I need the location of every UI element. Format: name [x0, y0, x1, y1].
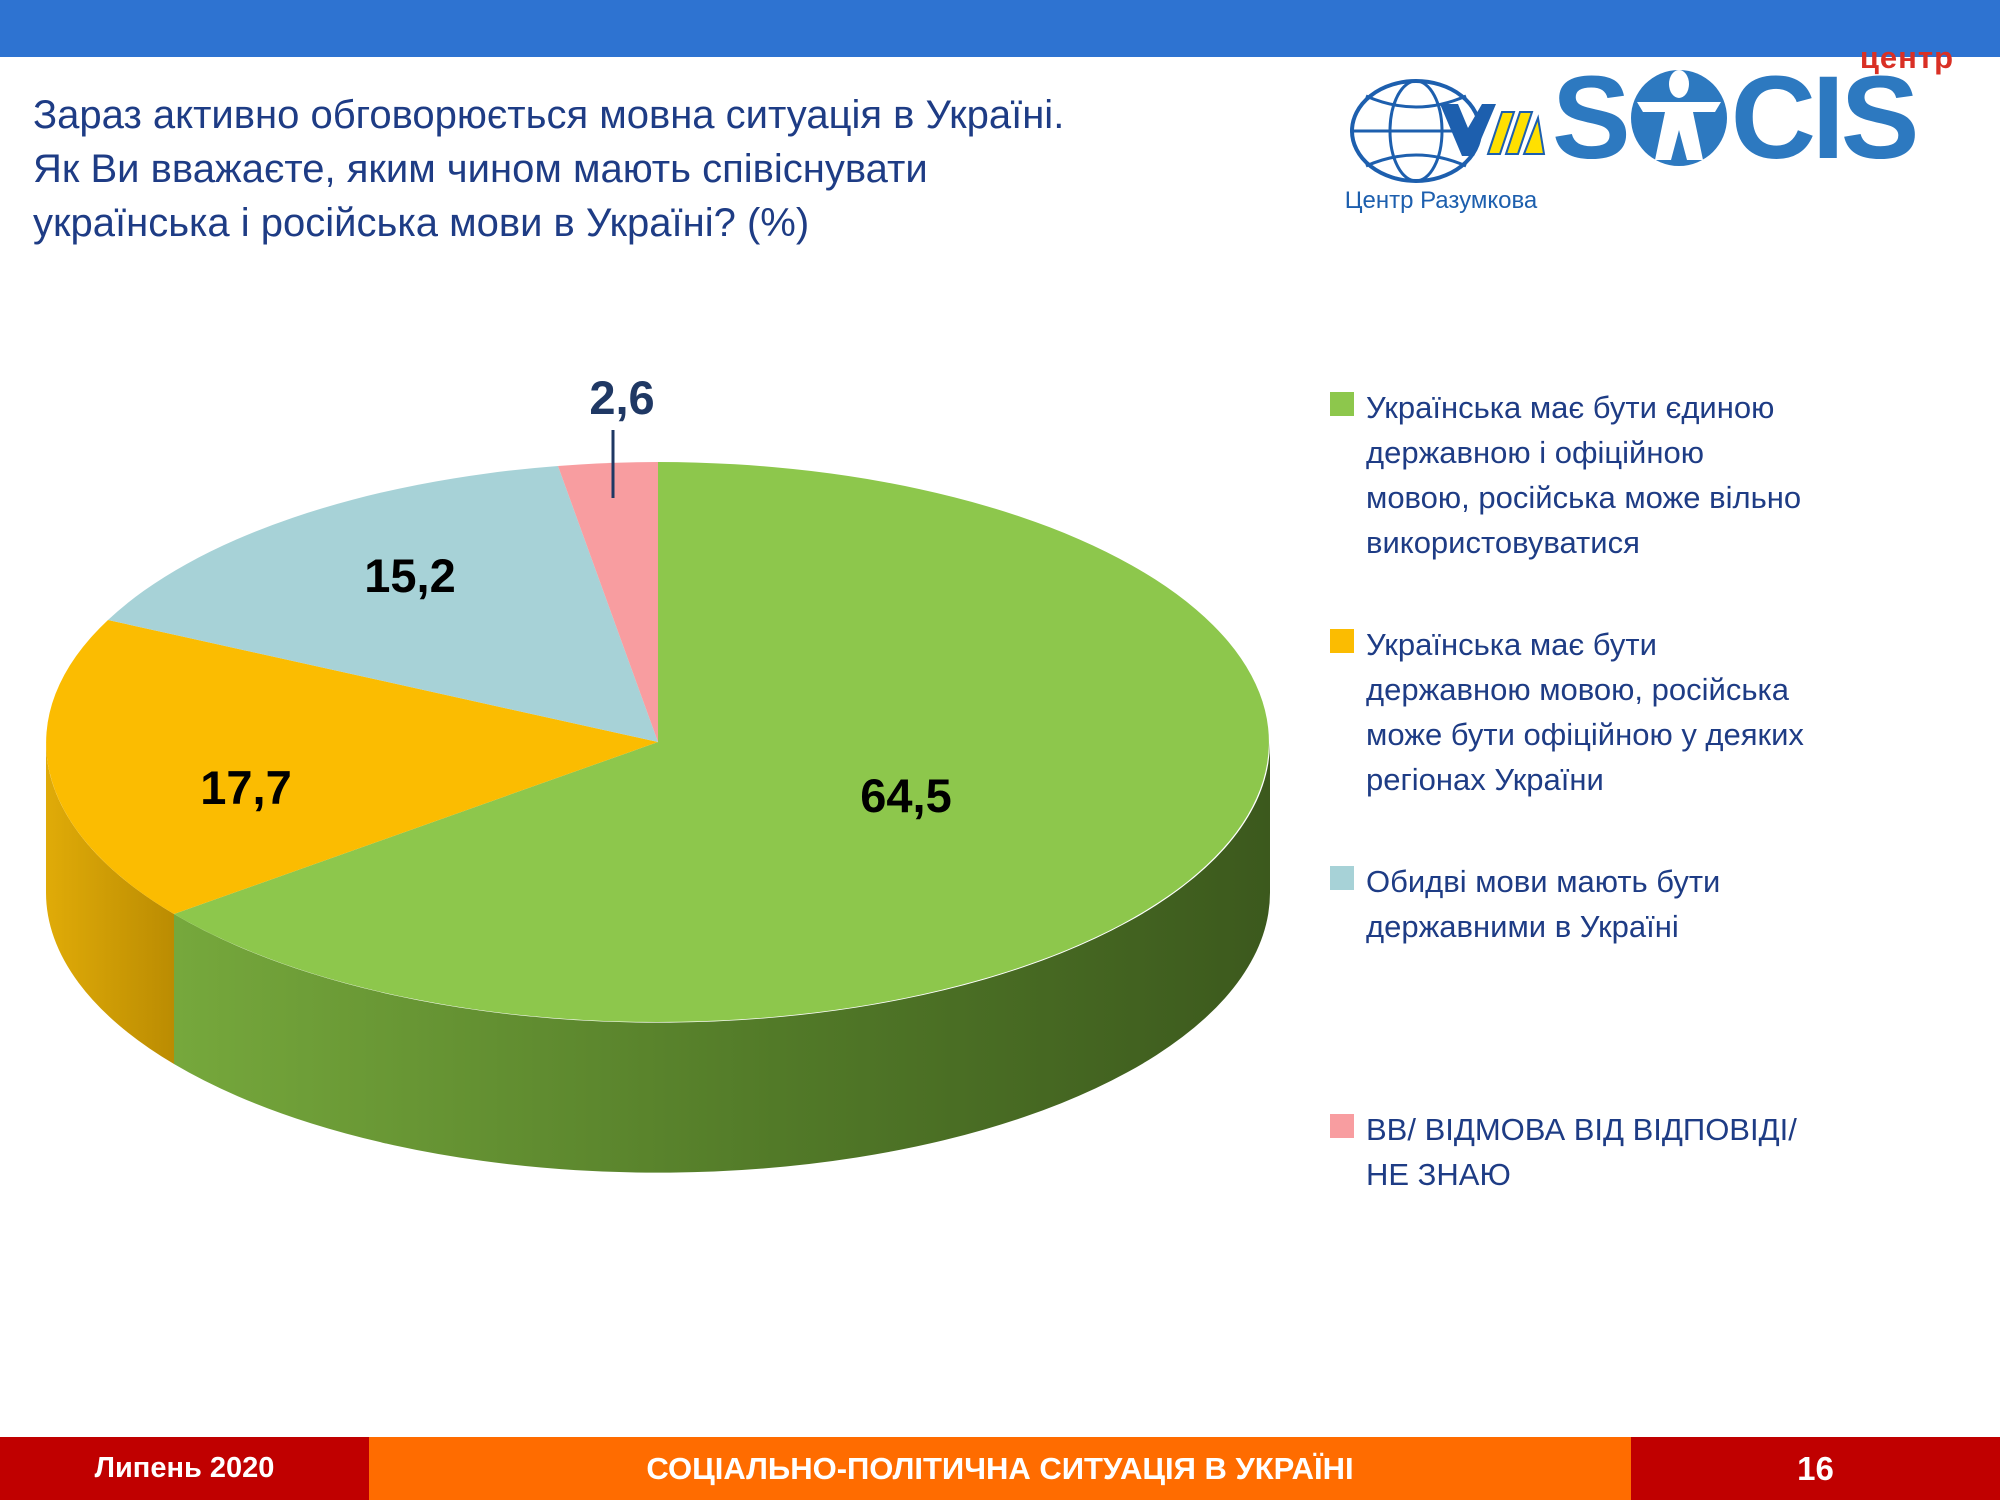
- legend-marker-green: [1330, 392, 1354, 416]
- page-title: Зараз активно обговорюється мовна ситуац…: [33, 93, 1065, 245]
- legend-label: Обидві мови мають бути державними в Укра…: [1366, 864, 1721, 944]
- pie-slice-orange-side: [45, 742, 174, 1064]
- razumkov-logo: Центр Разумкова: [1336, 74, 1546, 224]
- legend-item: Обидві мови мають бути державними в Укра…: [1330, 859, 1970, 949]
- legend-marker-pink: [1330, 1114, 1354, 1138]
- pie-slice-both-state: [108, 466, 658, 742]
- pie-slice-no-answer: [558, 462, 658, 742]
- pie-label-green: 64,5: [860, 769, 951, 822]
- pie-label-blue: 15,2: [364, 549, 455, 602]
- legend-label: Українська має бути державною мовою, рос…: [1366, 627, 1804, 797]
- footer-title: СОЦІАЛЬНО-ПОЛІТИЧНА СИТУАЦІЯ В УКРАЇНІ: [369, 1437, 1631, 1500]
- footer-page-number: 16: [1631, 1437, 2000, 1500]
- legend-item: Українська має бути державною мовою, рос…: [1330, 622, 1970, 802]
- legend-item: ВВ/ ВІДМОВА ВІД ВІДПОВІДІ/ НЕ ЗНАЮ: [1330, 1107, 1970, 1197]
- pie-slice-ukrainian-only: [174, 462, 1269, 1022]
- legend-label: Українська має бути єдиною державною і о…: [1366, 390, 1802, 560]
- pie-slice-russian-regional: [46, 620, 659, 914]
- pie-slice-green-side: [174, 742, 1271, 1173]
- socis-logo: центр S CIS: [1552, 40, 1962, 200]
- socis-wordmark: S CIS: [1552, 52, 1920, 184]
- legend-item: Українська має бути єдиною державною і о…: [1330, 385, 1970, 565]
- razumkov-mark-icon: [1440, 104, 1546, 156]
- pie-label-orange: 17,7: [200, 761, 291, 814]
- footer-date: Липень 2020: [0, 1437, 369, 1500]
- legend-label: ВВ/ ВІДМОВА ВІД ВІДПОВІДІ/ НЕ ЗНАЮ: [1366, 1112, 1797, 1192]
- pie-label-pink: 2,6: [589, 371, 654, 424]
- socis-wordmark-left: S: [1552, 52, 1631, 184]
- top-bar: [0, 0, 2000, 57]
- legend-marker-orange: [1330, 629, 1354, 653]
- razumkov-caption: Центр Разумкова: [1344, 187, 1538, 214]
- socis-wordmark-right: CIS: [1730, 52, 1920, 184]
- socis-tagline: центр: [1859, 40, 1954, 75]
- socis-man-icon: [1630, 70, 1727, 166]
- footer: Липень 2020 СОЦІАЛЬНО-ПОЛІТИЧНА СИТУАЦІЯ…: [0, 1437, 2000, 1500]
- legend-marker-blue: [1330, 866, 1354, 890]
- globe-icon: [1350, 79, 1546, 183]
